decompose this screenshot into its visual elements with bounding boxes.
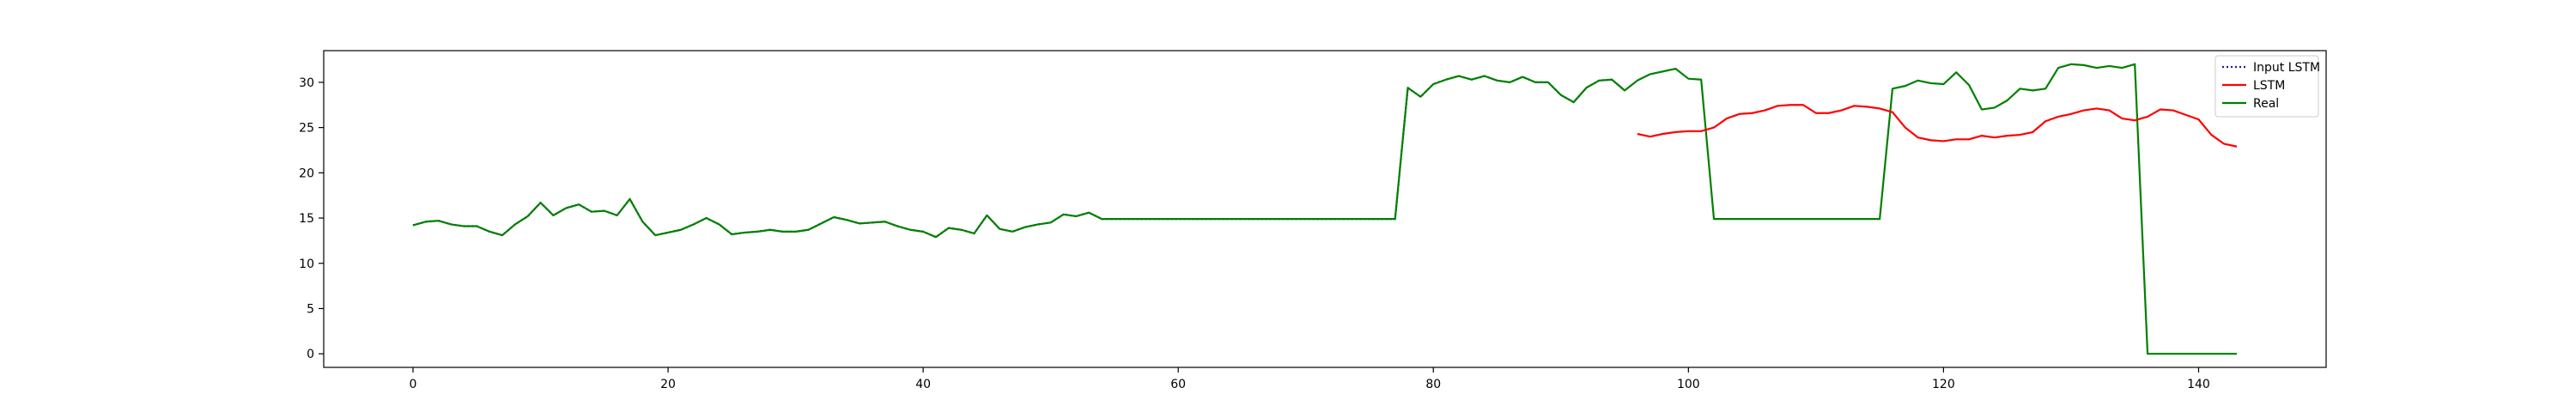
x-tick-label: 140 [2187, 378, 2210, 391]
y-tick-label: 10 [299, 258, 314, 271]
x-tick-label: 20 [660, 378, 676, 391]
y-tick-label: 15 [299, 212, 314, 226]
legend-label: Real [2253, 97, 2279, 111]
y-tick-label: 5 [307, 302, 314, 316]
plot-lines [412, 63, 2238, 355]
x-tick-label: 80 [1425, 378, 1441, 391]
legend: Input LSTM LSTM Real [2215, 55, 2320, 118]
y-axis: 0 5 10 15 20 25 30 [299, 76, 324, 361]
series-line-real [412, 63, 2238, 355]
x-tick-label: 120 [1932, 378, 1955, 391]
plot-frame [323, 50, 2327, 368]
x-tick-label: 40 [915, 378, 931, 391]
x-tick-label: 100 [1677, 378, 1700, 391]
series-line-lstm [1637, 104, 2238, 148]
x-tick-label: 60 [1170, 378, 1186, 391]
legend-box [2215, 55, 2319, 118]
y-tick-label: 20 [299, 167, 314, 180]
y-tick-label: 0 [307, 348, 314, 361]
legend-label: LSTM [2253, 79, 2285, 93]
y-tick-label: 25 [299, 122, 314, 136]
legend-label: Input LSTM [2253, 61, 2320, 75]
x-axis: 0 20 40 60 80 100 120 140 [410, 367, 2210, 391]
y-tick-label: 30 [299, 76, 314, 90]
x-tick-label: 0 [410, 378, 417, 391]
